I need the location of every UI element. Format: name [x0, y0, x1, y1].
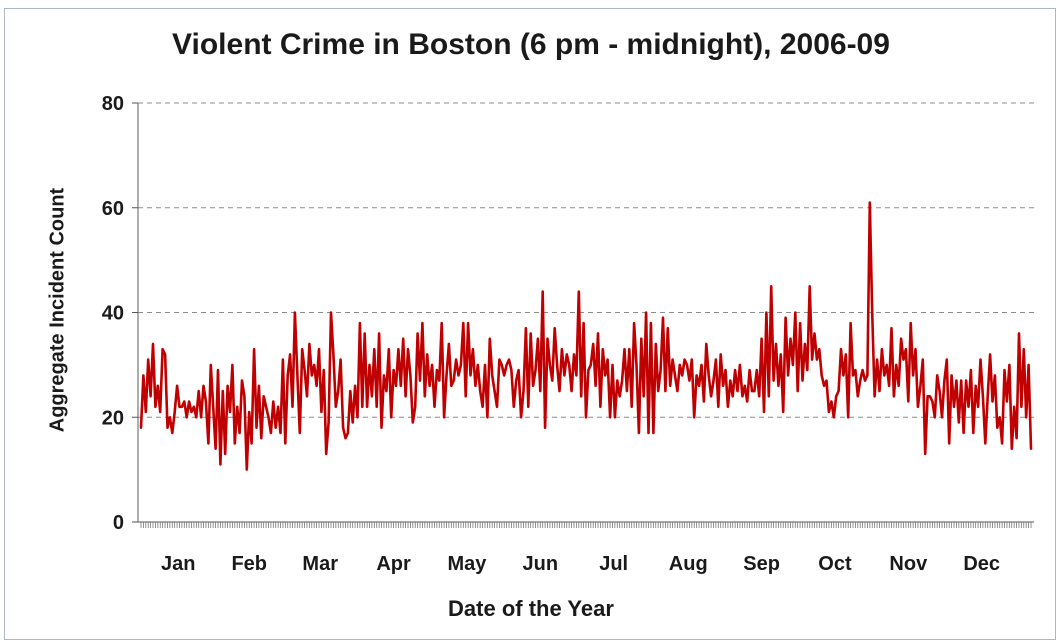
y-ticks: 0 20 40 60 80 [102, 93, 138, 534]
x-axis-label: Date of the Year [448, 596, 614, 621]
y-tick-label: 80 [102, 93, 124, 115]
month-label: Oct [818, 553, 852, 575]
month-label: Mar [302, 553, 338, 575]
month-label: Jan [161, 553, 195, 575]
y-tick-label: 20 [102, 407, 124, 429]
month-label: Dec [963, 553, 1000, 575]
month-label: Nov [889, 553, 928, 575]
y-tick-label: 60 [102, 198, 124, 220]
axes [137, 103, 1034, 523]
series [139, 201, 1033, 471]
month-label: Aug [669, 553, 708, 575]
y-tick-label: 0 [113, 512, 124, 534]
month-label: Jun [523, 553, 559, 575]
month-label: Sep [743, 553, 780, 575]
month-label: Feb [231, 553, 267, 575]
month-label: May [447, 553, 487, 575]
month-label: Jul [599, 553, 628, 575]
x-ticks: Jan Feb Mar Apr May Jun Jul Aug Sep Oct Nov Dec [140, 522, 1032, 575]
chart-title: Violent Crime in Boston (6 pm - midnight… [172, 28, 890, 61]
chart-frame [4, 8, 1056, 640]
series-line [139, 201, 1033, 471]
y-tick-label: 40 [102, 303, 124, 325]
month-label: Apr [376, 553, 411, 575]
